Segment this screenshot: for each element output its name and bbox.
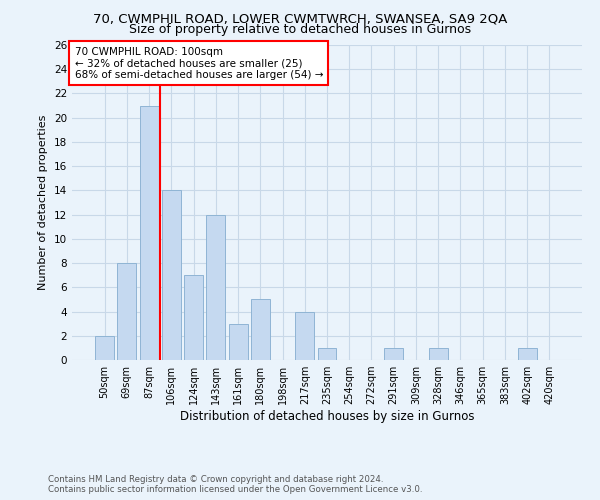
X-axis label: Distribution of detached houses by size in Gurnos: Distribution of detached houses by size … bbox=[180, 410, 474, 423]
Bar bbox=[229, 324, 248, 360]
Text: Size of property relative to detached houses in Gurnos: Size of property relative to detached ho… bbox=[129, 22, 471, 36]
Bar bbox=[295, 312, 314, 360]
Bar bbox=[384, 348, 403, 360]
Text: 70 CWMPHIL ROAD: 100sqm
← 32% of detached houses are smaller (25)
68% of semi-de: 70 CWMPHIL ROAD: 100sqm ← 32% of detache… bbox=[74, 46, 323, 80]
Y-axis label: Number of detached properties: Number of detached properties bbox=[38, 115, 49, 290]
Bar bbox=[429, 348, 448, 360]
Bar bbox=[206, 214, 225, 360]
Bar bbox=[251, 300, 270, 360]
Bar bbox=[317, 348, 337, 360]
Bar bbox=[118, 263, 136, 360]
Bar bbox=[140, 106, 158, 360]
Text: Contains HM Land Registry data © Crown copyright and database right 2024.
Contai: Contains HM Land Registry data © Crown c… bbox=[48, 474, 422, 494]
Bar bbox=[184, 275, 203, 360]
Bar bbox=[95, 336, 114, 360]
Bar bbox=[162, 190, 181, 360]
Text: 70, CWMPHIL ROAD, LOWER CWMTWRCH, SWANSEA, SA9 2QA: 70, CWMPHIL ROAD, LOWER CWMTWRCH, SWANSE… bbox=[93, 12, 507, 26]
Bar bbox=[518, 348, 536, 360]
